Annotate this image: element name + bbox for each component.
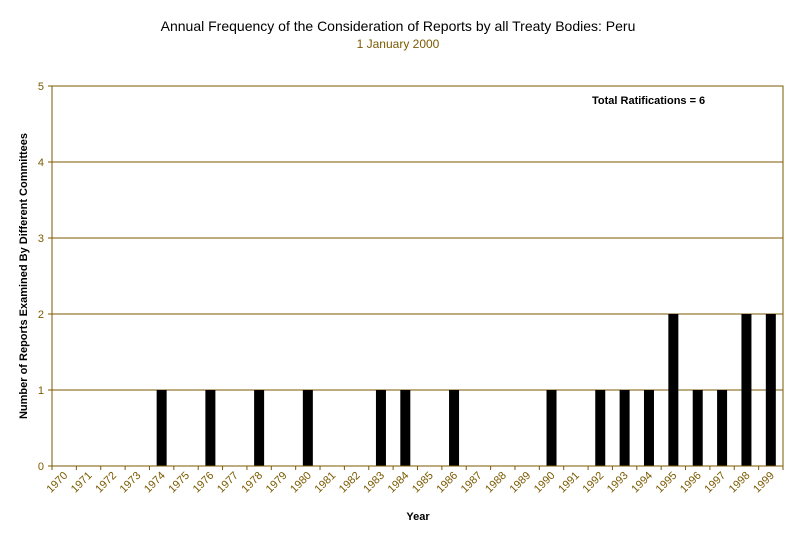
y-tick-label-3: 3 [38,233,44,245]
bars [156,314,776,466]
x-tick-label-1975: 1975 [166,470,192,496]
x-tick-label-1970: 1970 [45,470,71,496]
y-tick-labels: 0 1 2 3 4 5 [38,81,44,473]
y-tick-label-4: 4 [38,157,44,169]
bar-1998 [741,314,752,466]
bar-1976 [205,390,216,466]
bar-1994 [643,390,654,466]
bar-1983 [375,390,386,466]
x-tick-label-1978: 1978 [239,470,265,496]
x-tick-label-1971: 1971 [69,470,95,496]
bar-1992 [595,390,606,466]
bar-1974 [156,390,167,466]
x-tick-label-1974: 1974 [142,470,168,496]
x-tick-label-1993: 1993 [605,470,631,496]
x-tick-label-1980: 1980 [288,470,314,496]
x-tick-label-1977: 1977 [215,470,241,496]
chart-title: Annual Frequency of the Consideration of… [160,18,636,34]
chart-subtitle: 1 January 2000 [356,37,440,51]
x-tick-label-1991: 1991 [556,470,582,496]
x-tick-label-1979: 1979 [264,470,290,496]
x-tick-label-1973: 1973 [118,470,144,496]
bar-1980 [302,390,313,466]
x-tick-label-1986: 1986 [434,470,460,496]
x-tick-label-1997: 1997 [702,470,728,496]
x-axis-title: Year [406,511,430,523]
x-tick-label-1976: 1976 [191,470,217,496]
x-tick-label-1972: 1972 [93,470,119,496]
x-tick-label-1985: 1985 [410,470,436,496]
y-tick-label-5: 5 [38,81,44,93]
axes [48,85,784,470]
x-tick-labels: 1970197119721973197419751976197719781979… [45,470,777,496]
x-tick-label-1984: 1984 [386,470,412,496]
bar-1999 [765,314,776,466]
x-tick-label-1981: 1981 [313,470,339,496]
x-tick-label-1996: 1996 [678,470,704,496]
x-tick-label-1995: 1995 [654,470,680,496]
x-tick-label-1994: 1994 [629,470,655,496]
y-axis-title: Number of Reports Examined By Different … [18,133,30,419]
x-tick-label-1999: 1999 [751,470,777,496]
bar-1996 [692,390,703,466]
x-tick-label-1989: 1989 [507,470,533,496]
bar-1997 [717,390,728,466]
total-ratifications-annotation: Total Ratifications = 6 [592,95,705,107]
bar-1984 [400,390,411,466]
x-tick-label-1982: 1982 [337,470,363,496]
bar-1990 [546,390,557,466]
y-tick-label-0: 0 [38,461,44,473]
y-tick-label-1: 1 [38,385,44,397]
x-tick-label-1990: 1990 [532,470,558,496]
x-tick-label-1983: 1983 [361,470,387,496]
bar-1986 [449,390,460,466]
x-tick-label-1992: 1992 [581,470,607,496]
x-tick-label-1998: 1998 [727,470,753,496]
bar-1993 [619,390,630,466]
x-tick-label-1988: 1988 [483,470,509,496]
y-tick-label-2: 2 [38,309,44,321]
x-tick-label-1987: 1987 [459,470,485,496]
bar-1995 [668,314,679,466]
bar-1978 [254,390,265,466]
